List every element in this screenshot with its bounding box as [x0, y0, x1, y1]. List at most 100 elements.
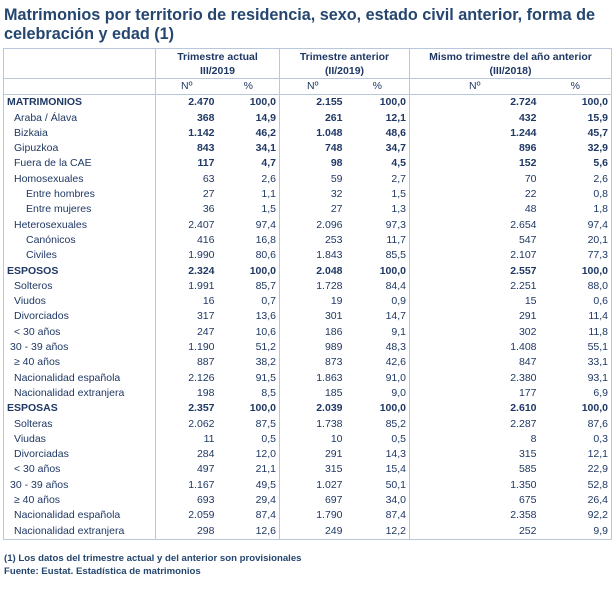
- cell-count: 2.654: [409, 217, 540, 233]
- cell-percent: 84,4: [385, 279, 406, 292]
- cell-percent: 0,7: [261, 295, 276, 308]
- row-label: Civiles: [26, 249, 57, 262]
- cell-count: 177: [409, 385, 540, 402]
- header-n-3: Nº: [409, 78, 540, 96]
- cell-count: 2.557: [409, 263, 540, 279]
- cell-percent: 93,1: [587, 371, 608, 384]
- cell-count: 11: [155, 431, 218, 448]
- cell-count: 368: [155, 110, 218, 126]
- cell-count: 2.324: [155, 263, 218, 279]
- cell-count: 1.991: [155, 278, 218, 295]
- table-row: Divorciados 317 13,6 301 14,7 291 11,4: [4, 309, 612, 325]
- cell-percent: 10,6: [255, 325, 276, 338]
- cell-count: 315: [279, 462, 346, 478]
- cell-count: 748: [279, 141, 346, 157]
- row-label: Entre hombres: [26, 188, 95, 201]
- footnote: (1) Los datos del trimestre actual y del…: [4, 553, 302, 564]
- table-body: MATRIMONIOS 2.470 100,0 2.155 100,0 2.724 100,…: [4, 94, 612, 540]
- cell-percent: 0,5: [391, 432, 406, 445]
- table-row: Solteras 2.062 87,5 1.738 85,2 2.287 87,6: [4, 416, 612, 432]
- cell-count: 291: [279, 447, 346, 463]
- cell-percent: 4,5: [391, 157, 406, 170]
- table-row: Nacionalidad extranjera 198 8,5 185 9,0 177 6,…: [4, 385, 612, 402]
- cell-percent: 12,0: [255, 448, 276, 461]
- cell-percent: 8,5: [261, 386, 276, 399]
- cell-count: 152: [409, 156, 540, 172]
- cell-percent: 2,6: [593, 172, 608, 185]
- cell-count: 1.990: [155, 248, 218, 264]
- table-row: Nacionalidad española 2.059 87,4 1.790 87,4 2…: [4, 508, 612, 524]
- table-row: Heterosexuales 2.407 97,4 2.096 97,3 2.654 97,…: [4, 217, 612, 233]
- cell-percent: 46,2: [255, 126, 276, 139]
- cell-percent: 12,2: [385, 524, 406, 537]
- table-row: < 30 años 247 10,6 186 9,1 302 11,8: [4, 324, 612, 341]
- table-row: Solteros 1.991 85,7 1.728 84,4 2.251 88,0: [4, 278, 612, 295]
- header-pct-3: %: [539, 78, 612, 96]
- cell-percent: 1,5: [391, 188, 406, 201]
- row-label: ESPOSOS: [7, 264, 59, 277]
- cell-percent: 100,0: [581, 96, 608, 109]
- row-label: Bizkaia: [14, 126, 48, 139]
- cell-count: 2.039: [279, 401, 346, 417]
- table-row: ≥ 40 años 693 29,4 697 34,0 675 26,4: [4, 493, 612, 509]
- cell-count: 27: [279, 202, 346, 218]
- cell-count: 2.358: [409, 508, 540, 524]
- table-row: MATRIMONIOS 2.470 100,0 2.155 100,0 2.724 100,…: [4, 94, 612, 111]
- source-note: Fuente: Eustat. Estadística de matrimoni…: [4, 566, 201, 577]
- cell-percent: 34,0: [385, 494, 406, 507]
- row-label: Viudos: [14, 295, 46, 308]
- cell-percent: 12,6: [255, 524, 276, 537]
- cell-percent: 92,2: [587, 509, 608, 522]
- cell-count: 298: [155, 523, 218, 540]
- cell-count: 15: [409, 294, 540, 310]
- cell-percent: 0,8: [593, 188, 608, 201]
- cell-count: 873: [279, 355, 346, 371]
- table-row: Civiles 1.990 80,6 1.843 85,5 2.107 77,3: [4, 248, 612, 264]
- header-current-quarter-line2: III/2019: [199, 64, 236, 77]
- cell-percent: 12,1: [587, 448, 608, 461]
- cell-percent: 91,5: [255, 371, 276, 384]
- cell-count: 1.863: [279, 370, 346, 386]
- header-previous-quarter-line1: Trimestre anterior: [299, 50, 390, 63]
- cell-count: 22: [409, 187, 540, 203]
- row-label: 30 - 39 años: [10, 341, 69, 354]
- row-label: Heterosexuales: [14, 218, 87, 231]
- row-label: ESPOSAS: [7, 402, 58, 415]
- cell-count: 252: [409, 523, 540, 540]
- cell-percent: 100,0: [249, 264, 276, 277]
- table-row: Nacionalidad extranjera 298 12,6 249 12,2 252…: [4, 523, 612, 540]
- cell-percent: 0,5: [261, 432, 276, 445]
- cell-percent: 2,6: [261, 172, 276, 185]
- cell-percent: 11,4: [588, 310, 608, 323]
- table-row: Gipuzkoa 843 34,1 748 34,7 896 32,9: [4, 141, 612, 157]
- cell-percent: 16,8: [255, 233, 276, 246]
- cell-count: 2.107: [409, 248, 540, 264]
- header-n-2: Nº: [279, 78, 346, 96]
- table-row: ESPOSAS 2.357 100,0 2.039 100,0 2.610 100,0: [4, 401, 612, 417]
- cell-percent: 48,6: [385, 126, 406, 139]
- row-label: Divorciados: [14, 310, 69, 323]
- row-label: Solteras: [14, 417, 53, 430]
- table-row: Entre hombres 27 1,1 32 1,5 22 0,8: [4, 187, 612, 203]
- cell-percent: 9,9: [593, 524, 608, 537]
- table-row: ESPOSOS 2.324 100,0 2.048 100,0 2.557 100,0: [4, 263, 612, 279]
- cell-count: 317: [155, 309, 218, 325]
- cell-percent: 100,0: [581, 402, 608, 415]
- cell-percent: 14,7: [385, 310, 406, 323]
- cell-percent: 45,7: [587, 126, 608, 139]
- cell-count: 253: [279, 232, 346, 249]
- row-label: Viudas: [14, 432, 46, 445]
- header-pct-1: %: [217, 78, 280, 96]
- cell-percent: 11,8: [588, 325, 608, 338]
- cell-percent: 91,0: [385, 371, 406, 384]
- cell-count: 497: [155, 462, 218, 478]
- cell-count: 2.251: [409, 278, 540, 295]
- cell-count: 117: [155, 156, 218, 172]
- row-label: Nacionalidad española: [14, 371, 121, 384]
- cell-count: 247: [155, 324, 218, 341]
- cell-count: 1.408: [409, 340, 540, 356]
- cell-count: 1.244: [409, 125, 540, 142]
- cell-count: 887: [155, 355, 218, 371]
- cell-count: 675: [409, 493, 540, 509]
- header-pct-2: %: [345, 78, 410, 96]
